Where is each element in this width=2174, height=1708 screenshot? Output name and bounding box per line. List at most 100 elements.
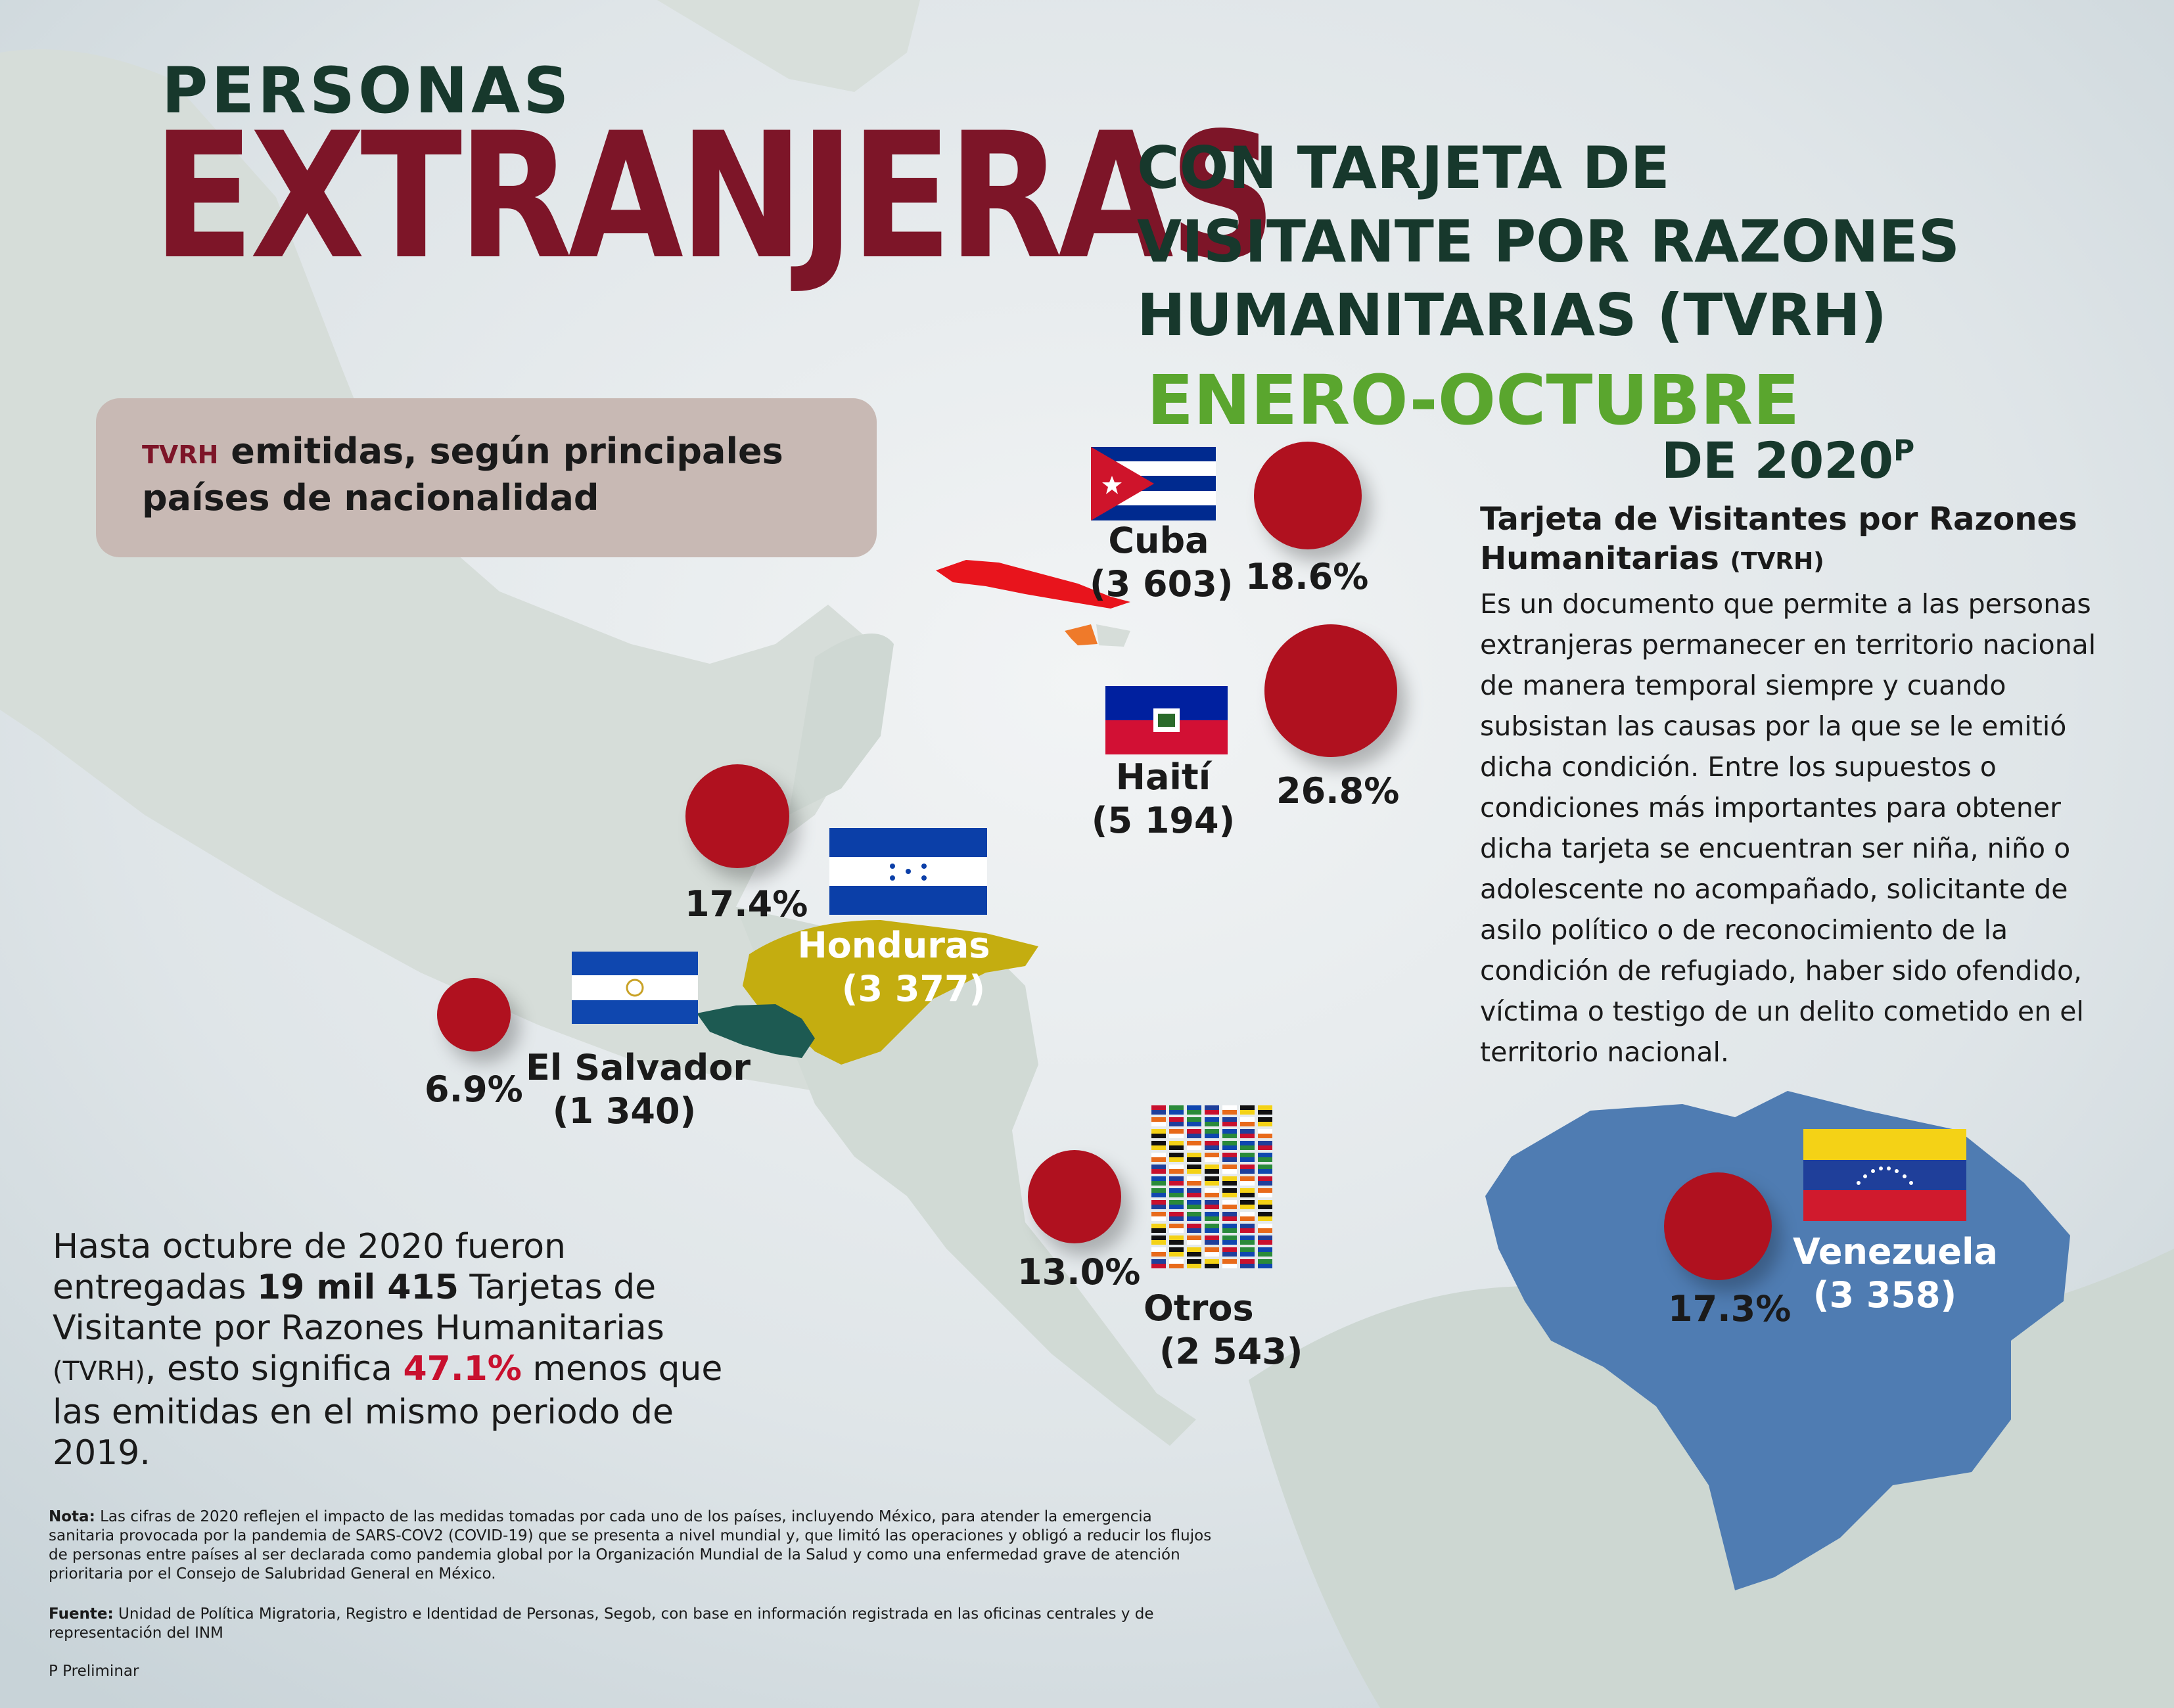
mini-flag-top — [1205, 1200, 1219, 1205]
mini-flag-bottom — [1240, 1228, 1255, 1233]
mini-flag-top — [1187, 1176, 1201, 1181]
venezuela-flag — [1803, 1129, 1966, 1221]
cuba-flag — [1091, 447, 1216, 520]
flags-grid — [1151, 1105, 1272, 1268]
cuba-bubble — [1254, 442, 1362, 549]
mini-flag-bottom — [1258, 1252, 1272, 1257]
mini-flag-bottom — [1169, 1205, 1184, 1209]
title-line-2: EXTRANJERAS — [152, 96, 1276, 298]
mini-flag-bottom — [1151, 1169, 1166, 1174]
honduras-count: (3 377) — [841, 968, 986, 1009]
mini-flag-top — [1240, 1153, 1255, 1157]
mini-flag-bottom — [1205, 1240, 1219, 1245]
description-title-acronym: (TVRH) — [1730, 548, 1824, 575]
note-text: Las cifras de 2020 reflejen el impacto d… — [49, 1508, 1212, 1582]
mini-flag-top — [1187, 1247, 1201, 1252]
mini-flag-bottom — [1240, 1157, 1255, 1162]
summary-part-2: Tarjetas de Visitante por Razones Humani… — [53, 1268, 664, 1348]
el-salvador-bubble — [437, 978, 511, 1051]
mini-flag-bottom — [1187, 1181, 1201, 1186]
cuba-count: (3 603) — [1090, 563, 1234, 605]
mini-flag-top — [1240, 1247, 1255, 1252]
mini-flag-top — [1222, 1165, 1237, 1169]
mini-flag-bottom — [1258, 1216, 1272, 1221]
mini-flag-top — [1258, 1153, 1272, 1157]
mini-flag-bottom — [1205, 1145, 1219, 1150]
mini-flag-bottom — [1205, 1252, 1219, 1257]
haiti-bubble — [1264, 624, 1397, 757]
mini-flag-top — [1258, 1188, 1272, 1193]
mini-flag-bottom — [1187, 1252, 1201, 1257]
mini-flag-bottom — [1258, 1205, 1272, 1209]
mini-flag-top — [1240, 1129, 1255, 1134]
mini-flag-bottom — [1240, 1264, 1255, 1268]
mini-flag-bottom — [1258, 1181, 1272, 1186]
title-year-sup: P — [1893, 434, 1915, 468]
mini-flag-bottom — [1240, 1252, 1255, 1257]
title-line-3a: CON TARJETA DE — [1137, 134, 1670, 202]
mini-flag-top — [1240, 1200, 1255, 1205]
mini-flag-bottom — [1222, 1181, 1237, 1186]
honduras-flag — [829, 828, 987, 915]
mini-flag-top — [1187, 1165, 1201, 1169]
el-salvador-flag — [572, 952, 698, 1024]
mini-flag-top — [1169, 1153, 1184, 1157]
note: Nota: Las cifras de 2020 reflejen el imp… — [49, 1508, 1218, 1584]
subtitle-box — [96, 398, 877, 557]
mini-flag-bottom — [1258, 1110, 1272, 1115]
mini-flag-top — [1169, 1212, 1184, 1216]
mini-flag-top — [1222, 1259, 1237, 1264]
mini-flag-top — [1151, 1200, 1166, 1205]
mini-flag-top — [1187, 1117, 1201, 1122]
mini-flag-top — [1240, 1141, 1255, 1145]
mini-flag-top — [1240, 1224, 1255, 1228]
summary-part-3: , esto significa — [145, 1349, 404, 1389]
mini-flag-top — [1205, 1117, 1219, 1122]
mini-flag-bottom — [1258, 1122, 1272, 1126]
title-line-1: PERSONAS — [162, 54, 572, 127]
haiti-label: Haití (5 194) — [1091, 756, 1236, 842]
mini-flag-bottom — [1240, 1134, 1255, 1138]
mini-flag-top — [1169, 1247, 1184, 1252]
mini-flag-top — [1222, 1129, 1237, 1134]
venezuela-name: Venezuela — [1793, 1231, 1998, 1272]
mini-flag-top — [1169, 1141, 1184, 1145]
el-salvador-name: El Salvador — [526, 1047, 751, 1088]
land-haiti — [1065, 624, 1098, 645]
mini-flag-top — [1240, 1165, 1255, 1169]
summary-part-1: Hasta octubre de 2020 fueron entregadas — [53, 1227, 567, 1307]
mini-flag-bottom — [1151, 1145, 1166, 1150]
mini-flag-top — [1187, 1188, 1201, 1193]
mini-flag-top — [1151, 1259, 1166, 1264]
mini-flag-bottom — [1187, 1216, 1201, 1221]
mini-flag-top — [1151, 1235, 1166, 1240]
mini-flag-bottom — [1240, 1205, 1255, 1209]
mini-flag-bottom — [1222, 1145, 1237, 1150]
mini-flag-bottom — [1258, 1134, 1272, 1138]
mini-flag-bottom — [1169, 1216, 1184, 1221]
mini-flag-top — [1169, 1176, 1184, 1181]
mini-flag-top — [1258, 1247, 1272, 1252]
mini-flag-top — [1258, 1235, 1272, 1240]
mini-flag-bottom — [1169, 1134, 1184, 1138]
mini-flag-bottom — [1187, 1240, 1201, 1245]
mini-flag-bottom — [1240, 1122, 1255, 1126]
mini-flag-top — [1151, 1165, 1166, 1169]
mini-flag-bottom — [1187, 1110, 1201, 1115]
mini-flag-top — [1222, 1235, 1237, 1240]
mini-flag-top — [1240, 1259, 1255, 1264]
subtitle-text: TVRH emitidas, según principales países … — [142, 430, 852, 520]
mini-flag-bottom — [1205, 1228, 1219, 1233]
mini-flag-top — [1187, 1200, 1201, 1205]
mini-flag-top — [1205, 1247, 1219, 1252]
mini-flag-bottom — [1169, 1110, 1184, 1115]
mini-flag-top — [1169, 1224, 1184, 1228]
description-title-text: Tarjeta de Visitantes por Razones Humani… — [1480, 501, 2077, 577]
mini-flag-top — [1169, 1165, 1184, 1169]
otros-label: Otros (2 543) — [1144, 1287, 1303, 1373]
mini-flag-bottom — [1222, 1252, 1237, 1257]
mini-flag-bottom — [1240, 1110, 1255, 1115]
haiti-count: (5 194) — [1091, 800, 1236, 841]
mini-flag-bottom — [1222, 1240, 1237, 1245]
mini-flag-top — [1222, 1176, 1237, 1181]
